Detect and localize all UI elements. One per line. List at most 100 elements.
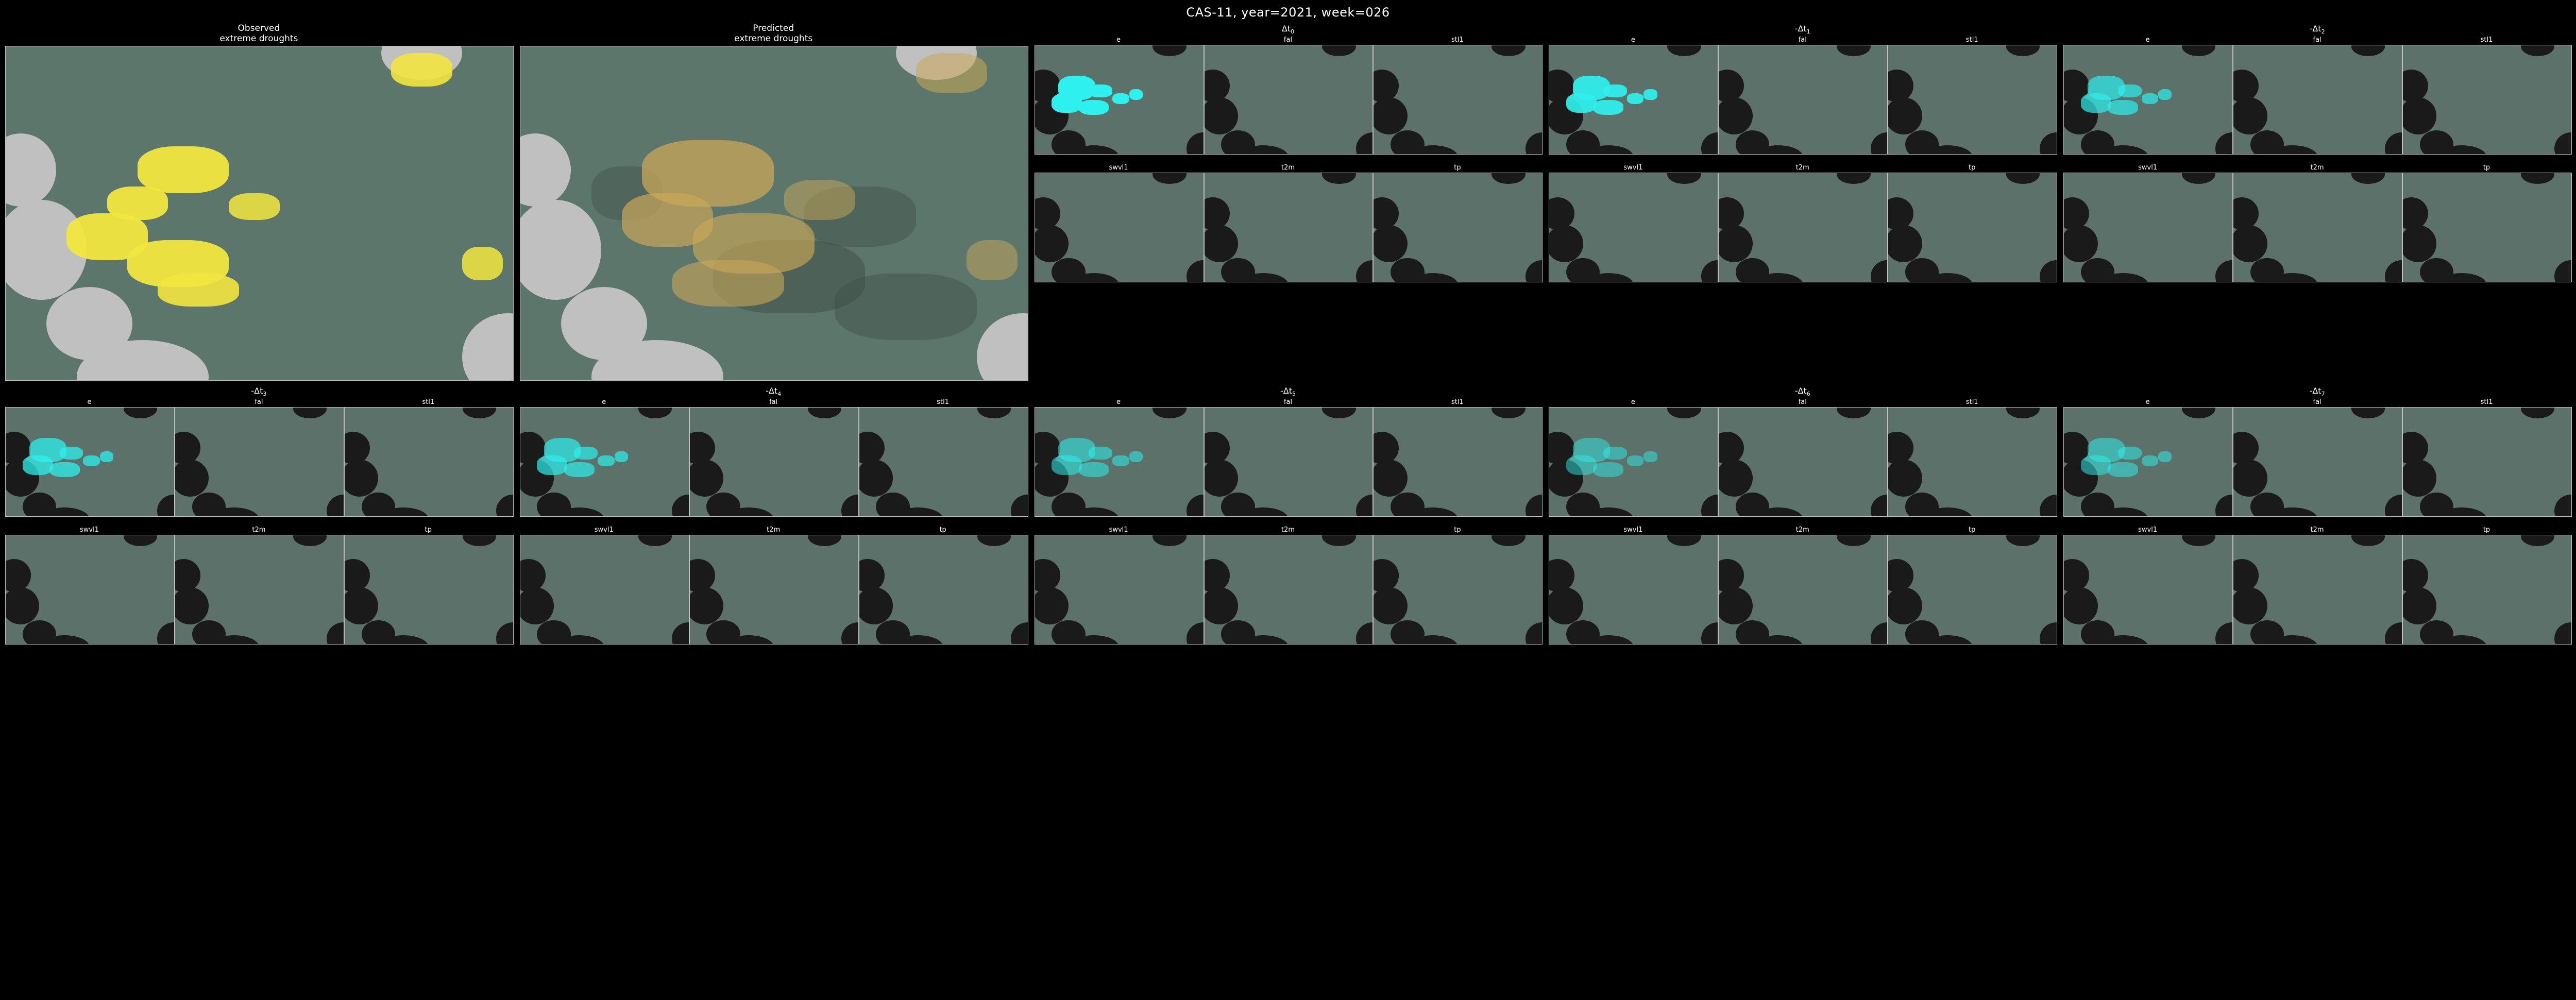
big-panel-predicted: Predictedextreme droughts: [520, 24, 1027, 381]
small-map: [1718, 173, 1888, 282]
var-label: e: [2063, 36, 2232, 44]
small-map: [1888, 535, 2057, 645]
var-label: swvl1: [2063, 164, 2232, 172]
var-label: fal: [2233, 36, 2401, 44]
small-map: [1373, 45, 1543, 155]
var-label: swvl1: [520, 526, 688, 534]
small-map: [5, 407, 175, 517]
var-label: e: [5, 398, 174, 406]
small-map: [1035, 407, 1204, 517]
small-map: [1549, 173, 1718, 282]
small-map: [1718, 535, 1888, 645]
small-map: [1204, 173, 1374, 282]
timegroup-title: -Δt2: [2063, 24, 2571, 35]
var-label: swvl1: [1035, 526, 1203, 534]
timegroup: -Δt4 e fal stl1 swvl1 t2m tp: [520, 386, 1027, 645]
var-label: t2m: [2233, 164, 2401, 172]
small-map: [1373, 535, 1543, 645]
panel-stl1: stl1: [2402, 36, 2571, 155]
small-map: [2063, 173, 2233, 282]
panel-stl1: stl1: [2402, 398, 2571, 517]
var-label: t2m: [1204, 526, 1372, 534]
var-label: fal: [689, 398, 858, 406]
small-map: [1549, 407, 1718, 517]
var-label: stl1: [2402, 36, 2571, 44]
var-label: fal: [1204, 398, 1372, 406]
var-label: swvl1: [1549, 164, 1717, 172]
var-label: t2m: [1718, 164, 1887, 172]
panel-tp: tp: [344, 526, 513, 645]
panel-stl1: stl1: [1373, 36, 1541, 155]
timegroup-title: -Δt6: [1549, 386, 2056, 397]
small-map: [1373, 173, 1543, 282]
var-label: stl1: [2402, 398, 2571, 406]
panel-t2m: t2m: [1718, 526, 1887, 645]
panel-swvl1: swvl1: [1035, 164, 1203, 282]
panel-t2m: t2m: [2233, 164, 2401, 282]
small-map: [1035, 173, 1204, 282]
panel-swvl1: swvl1: [1035, 526, 1203, 645]
panel-fal: fal: [1718, 398, 1887, 517]
var-label: fal: [175, 398, 343, 406]
timegroup-title: Δt0: [1035, 24, 1542, 35]
obs-map: [5, 46, 514, 381]
var-label: e: [1549, 398, 1717, 406]
small-map: [1549, 535, 1718, 645]
small-map: [175, 407, 344, 517]
panel-t2m: t2m: [689, 526, 858, 645]
small-map: [344, 535, 514, 645]
panel-swvl1: swvl1: [520, 526, 688, 645]
panel-fal: fal: [1204, 398, 1372, 517]
var-label: stl1: [859, 398, 1027, 406]
var-label: tp: [344, 526, 513, 534]
small-map: [689, 535, 859, 645]
panel-e: e: [1035, 398, 1203, 517]
panel-t2m: t2m: [175, 526, 343, 645]
var-label: tp: [1373, 164, 1541, 172]
small-map: [1888, 173, 2057, 282]
timegroup-title: -Δt1: [1549, 24, 2056, 35]
panel-tp: tp: [2402, 164, 2571, 282]
panel-tp: tp: [1888, 526, 2056, 645]
timegroup: -Δt7 e fal stl1 swvl1 t2m tp: [2063, 386, 2571, 645]
panel-e: e: [2063, 398, 2232, 517]
timegroup-title: -Δt4: [520, 386, 1027, 397]
panel-swvl1: swvl1: [1549, 164, 1717, 282]
var-label: fal: [2233, 398, 2401, 406]
small-map: [2233, 407, 2402, 517]
var-label: stl1: [1373, 36, 1541, 44]
small-map: [859, 535, 1028, 645]
small-map: [1035, 535, 1204, 645]
panel-stl1: stl1: [1888, 36, 2056, 155]
small-map: [1204, 45, 1374, 155]
panel-tp: tp: [859, 526, 1027, 645]
panel-fal: fal: [1204, 36, 1372, 155]
var-label: stl1: [1373, 398, 1541, 406]
panel-fal: fal: [175, 398, 343, 517]
panel-swvl1: swvl1: [2063, 526, 2232, 645]
big-panel-title: Predictedextreme droughts: [520, 24, 1027, 44]
panel-t2m: t2m: [1204, 526, 1372, 645]
var-label: fal: [1204, 36, 1372, 44]
timegroup: -Δt3 e fal stl1 swvl1 t2m tp: [5, 386, 513, 645]
figure-title: CAS-11, year=2021, week=026: [5, 5, 2571, 20]
panel-fal: fal: [2233, 398, 2401, 517]
small-map: [2063, 45, 2233, 155]
panel-tp: tp: [2402, 526, 2571, 645]
panel-grid: Observedextreme droughts Predictedextrem…: [5, 24, 2571, 645]
panel-t2m: t2m: [2233, 526, 2401, 645]
panel-fal: fal: [689, 398, 858, 517]
var-label: swvl1: [5, 526, 174, 534]
var-label: e: [1549, 36, 1717, 44]
small-map: [689, 407, 859, 517]
panel-e: e: [2063, 36, 2232, 155]
small-map: [175, 535, 344, 645]
var-label: t2m: [1204, 164, 1372, 172]
panel-stl1: stl1: [859, 398, 1027, 517]
panel-swvl1: swvl1: [2063, 164, 2232, 282]
var-label: t2m: [175, 526, 343, 534]
timegroup-title: -Δt5: [1035, 386, 1542, 397]
var-label: tp: [1888, 526, 2056, 534]
small-map: [2402, 535, 2572, 645]
panel-tp: tp: [1373, 526, 1541, 645]
